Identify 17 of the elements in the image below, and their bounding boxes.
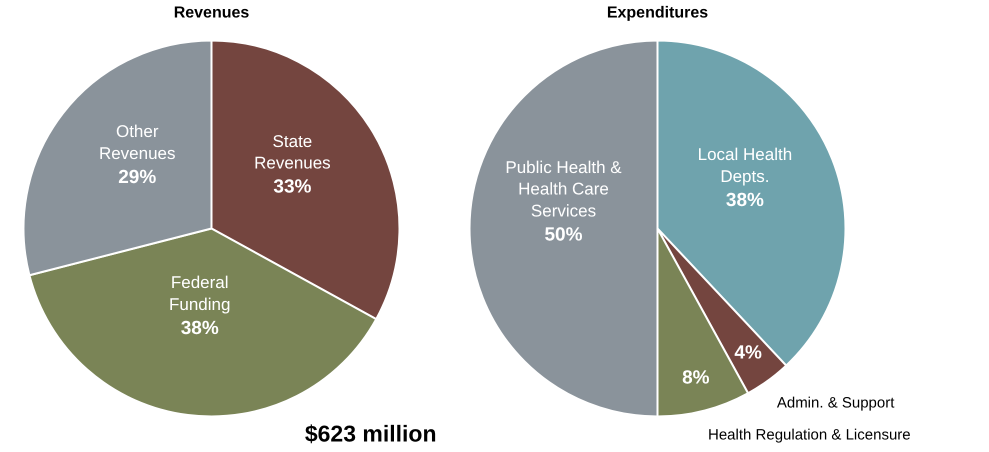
text: $623 million [304,420,437,446]
chart-title: Revenues [174,4,250,22]
data-label: 33% [273,176,312,198]
data-label: 38% [726,190,764,211]
data-label: 38% [180,318,219,339]
slice-label: Admin. & Support [776,394,896,412]
chart-title: Expenditures [606,4,708,22]
data-label: 50% [544,224,583,246]
slice-label: Other Revenues [98,122,176,163]
data-label: 29% [118,166,156,188]
slice-label: Local Health Depts. [698,145,792,186]
data-label: 4% [734,342,762,364]
slice-label: Federal Funding [169,272,230,314]
data-label: 8% [682,367,710,388]
slice-label: Public Health & Health Care Services [505,158,622,220]
slice-label: Health Regulation & Licensure [708,426,911,444]
slice-label: State Revenues [254,132,331,173]
